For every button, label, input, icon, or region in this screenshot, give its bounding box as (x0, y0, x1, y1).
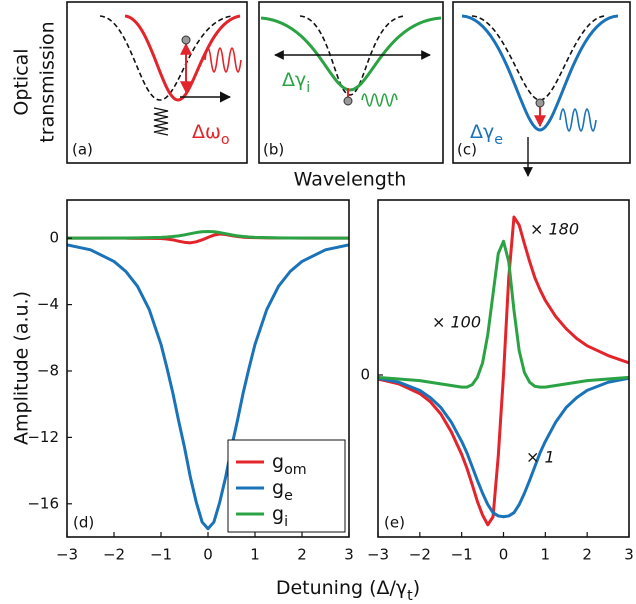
schematic-xlabel: Wavelength (294, 169, 407, 191)
annotation: × 100 (432, 313, 481, 332)
x-tick-label: 3 (624, 546, 634, 564)
annotation: × 1 (526, 448, 555, 467)
ball (181, 35, 191, 45)
y-tick-label: −12 (27, 428, 59, 446)
broadened-dip (260, 16, 442, 92)
panel-label: (e) (384, 514, 405, 532)
reference-dip (299, 15, 406, 96)
y-tick-label: 0 (360, 365, 370, 383)
x-tick-label: 2 (297, 546, 307, 564)
y-tick-label: −8 (37, 361, 59, 379)
x-tick-label: −3 (56, 546, 78, 564)
line-series (378, 376, 629, 519)
panel-frame (452, 1, 631, 164)
x-tick-label: 2 (582, 546, 592, 564)
shifted-dip (124, 14, 241, 102)
plot-area (67, 230, 349, 531)
y-tick-label: 0 (49, 229, 59, 247)
schematic-panel: (a) Δωo (66, 1, 248, 164)
oscillation (204, 47, 242, 73)
x-tick-label: 0 (203, 546, 213, 564)
panel-label: (a) (72, 141, 93, 159)
legend-label: gom (272, 451, 307, 479)
schematic-ylabel: Optical (11, 48, 33, 115)
schematic-panel: (c) Δγe (452, 1, 631, 177)
reference-dip (471, 15, 606, 101)
panel-label: (d) (73, 514, 94, 532)
legend-label: ge (272, 477, 293, 505)
reference-dip (99, 15, 233, 101)
x-tick-label: −1 (150, 546, 172, 564)
x-tick-label: −1 (451, 546, 473, 564)
annotation: × 180 (530, 220, 579, 239)
x-tick-label: −2 (103, 546, 125, 564)
x-axis-label: Detuning (Δ/γt) (276, 577, 420, 604)
panel-label: (b) (263, 141, 284, 159)
annotation: Δωo (192, 121, 230, 149)
plot-area (378, 215, 629, 527)
deepened-dip (461, 14, 619, 132)
line-series (67, 243, 349, 531)
line-series (67, 230, 349, 240)
spring (153, 107, 169, 136)
line-series (378, 215, 629, 527)
panel-frame (66, 1, 248, 164)
panel-frame (258, 1, 444, 164)
schematic-ylabel: transmission (37, 21, 59, 142)
panel-label: (c) (457, 141, 477, 159)
legend-label: gi (272, 503, 288, 531)
y-axis-label: Amplitude (a.u.) (11, 291, 33, 445)
oscillation (559, 108, 597, 132)
x-tick-label: 1 (250, 546, 260, 564)
x-tick-label: −2 (409, 546, 431, 564)
ball (343, 96, 353, 106)
x-tick-label: 0 (499, 546, 509, 564)
oscillation (361, 93, 398, 107)
x-tick-label: 1 (541, 546, 551, 564)
line-series (378, 239, 629, 389)
ball (535, 98, 545, 108)
annotation: Δγe (470, 121, 503, 149)
legend-box (227, 439, 346, 533)
schematic-panel: (b) Δγi (258, 1, 444, 164)
annotation: Δγi (282, 69, 310, 97)
y-tick-label: −16 (27, 494, 59, 512)
y-tick-label: −4 (37, 295, 59, 313)
x-tick-label: −3 (367, 546, 389, 564)
x-tick-label: 3 (344, 546, 354, 564)
